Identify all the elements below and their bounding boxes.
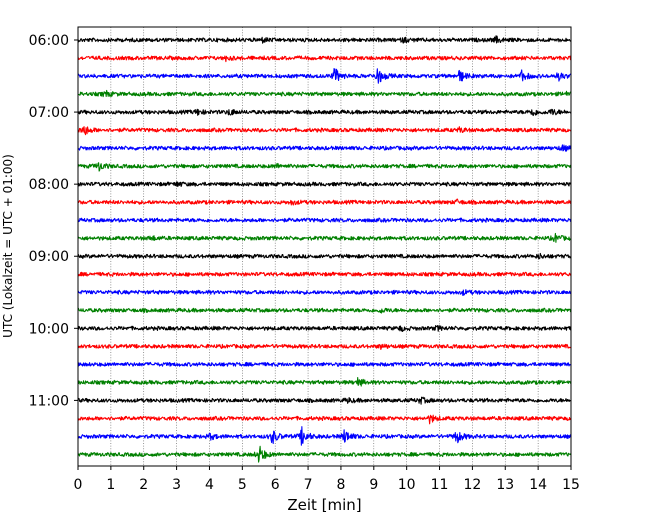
seismic-trace: [77, 307, 572, 314]
seismic-trace: [77, 162, 572, 172]
grid-lines: [110, 27, 539, 466]
x-tick-label: 3: [172, 477, 181, 493]
seismic-trace: [77, 126, 572, 136]
seismic-trace: [77, 181, 572, 187]
seismic-trace: [77, 361, 572, 367]
seismic-trace: [77, 68, 572, 84]
x-tick-label: 2: [139, 477, 148, 493]
seismic-trace: [77, 396, 572, 405]
x-axis-ticks: 0 1 2 3 4 5 6 7 8 9 10 11 12 13 14 15: [74, 466, 580, 493]
x-tick-label: 6: [271, 477, 280, 493]
seismic-trace: [77, 445, 572, 463]
x-tick-label: 9: [369, 477, 378, 493]
y-tick-label: 09:00: [29, 249, 69, 265]
x-tick-label: 8: [336, 477, 345, 493]
seismic-trace: [77, 426, 572, 446]
x-tick-label: 12: [463, 477, 481, 493]
y-tick-label: 08:00: [29, 177, 69, 193]
x-tick-label: 10: [398, 477, 416, 493]
y-tick-label: 07:00: [29, 105, 69, 121]
x-axis-label: Zeit [min]: [287, 496, 361, 514]
y-axis-ticks: 06:00 07:00 08:00 09:00 10:00 11:00: [29, 33, 78, 409]
x-tick-label: 11: [431, 477, 449, 493]
seismic-trace: [77, 232, 572, 243]
seismic-trace: [77, 35, 572, 44]
x-tick-label: 1: [106, 477, 115, 493]
y-tick-label: 10:00: [29, 321, 69, 337]
seismic-trace: [77, 217, 572, 223]
x-tick-label: 14: [529, 477, 547, 493]
x-tick-label: 0: [74, 477, 83, 493]
seismic-trace: [77, 198, 572, 206]
seismic-trace: [77, 414, 572, 425]
seismic-trace: [77, 108, 572, 117]
seismic-trace: [77, 376, 572, 387]
seismic-trace: [77, 55, 572, 63]
seismic-trace: [77, 89, 572, 98]
seismic-trace: [77, 324, 572, 332]
x-tick-label: 4: [205, 477, 214, 493]
x-tick-label: 7: [304, 477, 313, 493]
x-tick-label: 13: [496, 477, 514, 493]
trace-group: [77, 35, 572, 463]
seismic-trace: [77, 343, 572, 351]
seismic-trace: [77, 252, 572, 260]
seismic-trace: [77, 271, 572, 277]
y-tick-label: 06:00: [29, 33, 69, 49]
y-tick-label: 11:00: [29, 393, 69, 409]
seismic-trace: [77, 289, 572, 297]
x-tick-label: 15: [562, 477, 580, 493]
x-tick-label: 5: [238, 477, 247, 493]
plot-background: [78, 27, 571, 466]
y-axis-label: UTC (Lokalzeit = UTC + 01:00): [1, 154, 15, 338]
seismic-trace: [77, 144, 572, 152]
plot-frame: [77, 26, 572, 467]
